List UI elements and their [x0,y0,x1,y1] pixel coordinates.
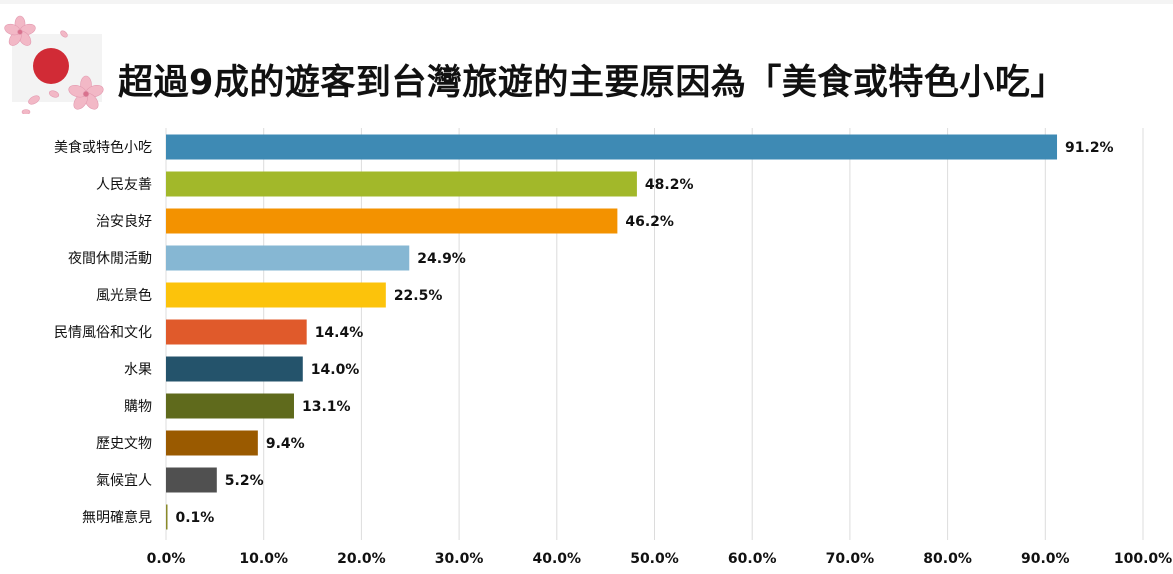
data-label: 22.5% [394,288,443,304]
category-label: 無明確意見 [82,509,152,526]
category-label: 風光景色 [96,287,152,304]
data-label: 0.1% [176,510,215,526]
bar [166,356,303,382]
category-label: 歷史文物 [96,436,152,452]
data-label: 46.2% [625,214,674,230]
bar [166,245,410,271]
category-label: 治安良好 [96,214,152,230]
data-label: 24.9% [417,251,466,267]
category-label: 美食或特色小吃 [54,139,152,156]
category-label: 夜間休閒活動 [68,251,152,267]
x-tick-label: 0.0% [147,551,186,567]
category-label: 民情風俗和文化 [54,325,152,341]
bar [166,134,1058,160]
bar [166,504,168,530]
data-label: 91.2% [1065,140,1114,156]
category-label: 氣候宜人 [96,473,152,489]
x-tick-label: 50.0% [630,551,679,567]
data-label: 13.1% [302,399,351,415]
bar [166,171,637,197]
x-tick-label: 10.0% [239,551,288,567]
japan-flag-with-cherry-blossoms-icon [4,14,104,115]
x-tick-label: 60.0% [728,551,777,567]
x-tick-label: 70.0% [826,551,875,567]
data-label: 5.2% [225,473,264,489]
x-tick-label: 20.0% [337,551,386,567]
bar [166,430,258,456]
x-tick-label: 100.0% [1114,551,1172,567]
bar [166,282,386,308]
data-label: 14.4% [315,325,364,341]
bar [166,467,217,493]
bar [166,208,618,234]
chart-title: 超過9成的遊客到台灣旅遊的主要原因為「美食或特色小吃」 [118,63,1066,103]
x-tick-label: 90.0% [1021,551,1070,567]
bar [166,393,294,419]
data-label: 14.0% [311,362,360,378]
data-label: 48.2% [645,177,694,193]
top-divider [0,0,1173,4]
category-label: 購物 [124,399,152,415]
category-label: 水果 [124,362,152,378]
bar [166,319,307,345]
x-tick-label: 30.0% [435,551,484,567]
category-label: 人民友善 [96,177,152,193]
data-label: 9.4% [266,436,305,452]
x-tick-label: 80.0% [923,551,972,567]
x-tick-label: 40.0% [533,551,582,567]
